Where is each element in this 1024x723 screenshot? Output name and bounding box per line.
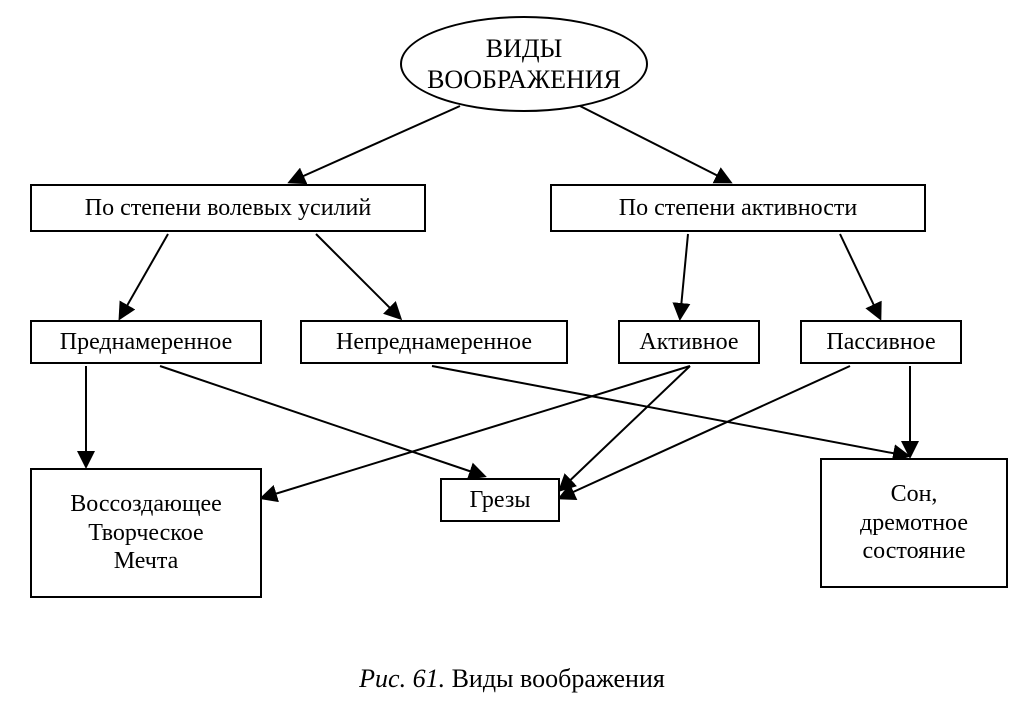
node-active: Активное bbox=[618, 320, 760, 364]
node-text-line: Воссоздающее bbox=[70, 490, 222, 519]
node-text-line: По степени активности bbox=[619, 194, 857, 223]
node-sleep: Сон,дремотноесостояние bbox=[820, 458, 1008, 588]
caption-text: Виды воображения bbox=[452, 664, 665, 693]
node-volitional: По степени волевых усилий bbox=[30, 184, 426, 232]
node-text-line: Пассивное bbox=[826, 328, 935, 357]
caption-prefix: Рис. 61. bbox=[359, 664, 445, 693]
node-text-line: Сон, bbox=[891, 480, 938, 509]
node-text-line: Непреднамеренное bbox=[336, 328, 532, 357]
node-root: ВИДЫВООБРАЖЕНИЯ bbox=[400, 16, 648, 112]
figure-caption: Рис. 61. Виды воображения bbox=[0, 664, 1024, 694]
diagram-canvas: ВИДЫВООБРАЖЕНИЯ По степени волевых усили… bbox=[0, 0, 1024, 723]
node-text-line: состояние bbox=[863, 537, 966, 566]
node-text-line: Преднамеренное bbox=[60, 328, 233, 357]
node-activity: По степени активности bbox=[550, 184, 926, 232]
edge bbox=[680, 234, 688, 318]
node-text-line: ВООБРАЖЕНИЯ bbox=[427, 64, 621, 95]
node-recreating: ВоссоздающееТворческоеМечта bbox=[30, 468, 262, 598]
node-passive: Пассивное bbox=[800, 320, 962, 364]
node-text-line: Грезы bbox=[470, 486, 531, 515]
node-text-line: По степени волевых усилий bbox=[85, 194, 371, 223]
edge bbox=[560, 366, 850, 498]
edge bbox=[840, 234, 880, 318]
node-intentional: Преднамеренное bbox=[30, 320, 262, 364]
edge bbox=[580, 106, 730, 182]
edge bbox=[290, 106, 460, 182]
edge bbox=[560, 366, 690, 490]
node-dreams: Грезы bbox=[440, 478, 560, 522]
node-text-line: Мечта bbox=[114, 547, 179, 576]
node-text-line: Активное bbox=[639, 328, 738, 357]
node-unintentional: Непреднамеренное bbox=[300, 320, 568, 364]
node-text-line: Творческое bbox=[88, 519, 203, 548]
node-text-line: ВИДЫ bbox=[486, 33, 563, 64]
edge bbox=[316, 234, 400, 318]
edge bbox=[432, 366, 908, 456]
edge bbox=[160, 366, 484, 476]
edge bbox=[120, 234, 168, 318]
node-text-line: дремотное bbox=[860, 509, 968, 538]
